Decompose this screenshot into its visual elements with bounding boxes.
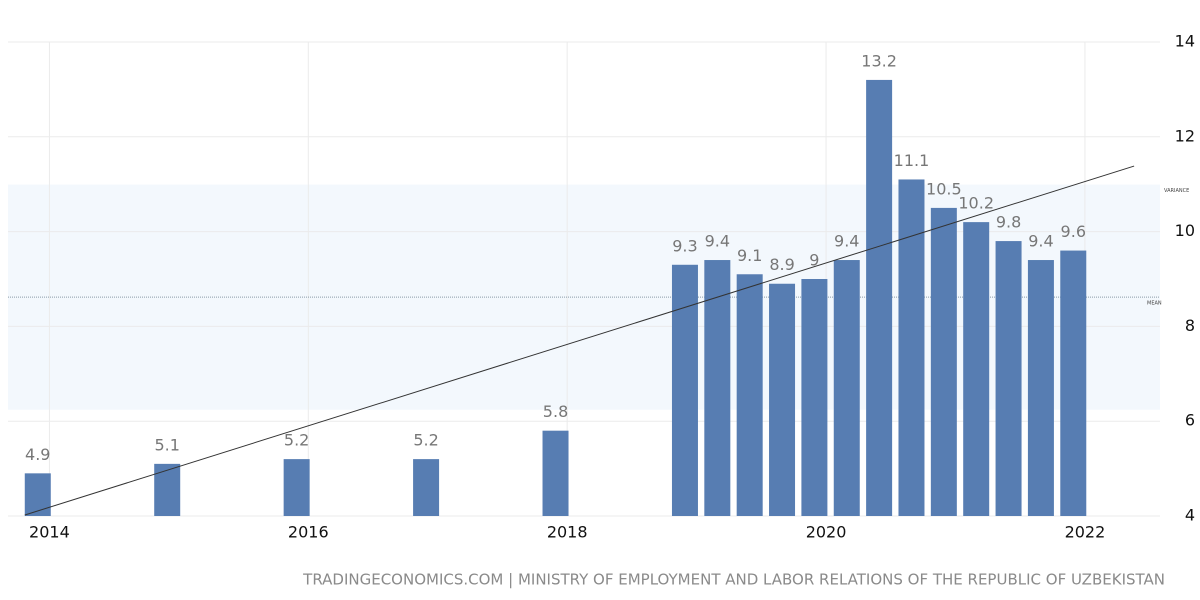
value-label: 5.1 — [154, 435, 179, 454]
value-label: 10.2 — [958, 194, 994, 213]
bar — [866, 79, 893, 517]
value-label: 9.6 — [1061, 222, 1086, 241]
bar — [283, 459, 310, 516]
value-label: 9.4 — [705, 232, 730, 251]
mean-label: MEAN — [1147, 301, 1162, 307]
bar — [413, 459, 440, 516]
source: TRADINGECONOMICS.COM | MINISTRY OF EMPLO… — [302, 571, 1165, 589]
bar — [24, 473, 51, 516]
y-tick-label: 12 — [1175, 126, 1195, 145]
x-tick-label: 2016 — [288, 523, 329, 542]
value-label: 9.3 — [672, 236, 697, 255]
bar — [154, 463, 181, 516]
x-tick-label: 2018 — [547, 523, 588, 542]
value-label: 9 — [809, 251, 819, 270]
value-label: 13.2 — [861, 51, 897, 70]
y-tick-label: 6 — [1185, 411, 1195, 430]
bar — [1060, 250, 1087, 516]
bar — [930, 207, 957, 516]
y-tick-label: 14 — [1175, 32, 1195, 51]
variance-label: VARIANCE — [1164, 188, 1189, 194]
bar — [704, 260, 731, 516]
y-tick-label: 8 — [1185, 316, 1195, 335]
value-label: 9.8 — [996, 213, 1021, 232]
x-tick-label: 2022 — [1065, 523, 1106, 542]
y-tick-label: 10 — [1175, 221, 1195, 240]
value-label: 11.1 — [894, 151, 930, 170]
x-tick-label: 2014 — [29, 523, 70, 542]
value-label: 10.5 — [926, 179, 962, 198]
bar — [995, 241, 1022, 516]
value-label: 5.2 — [413, 431, 438, 450]
bar — [898, 179, 925, 516]
bar — [769, 283, 796, 516]
bar — [542, 430, 569, 516]
trend-line — [24, 165, 1135, 516]
value-label: 5.2 — [284, 431, 309, 450]
bar — [1027, 260, 1054, 516]
y-tick-label: 4 — [1185, 506, 1195, 525]
bar — [671, 264, 698, 516]
value-label: 9.1 — [737, 246, 762, 265]
value-label: 8.9 — [769, 255, 794, 274]
bar — [833, 260, 860, 516]
bar — [963, 222, 990, 516]
x-tick-label: 2020 — [806, 523, 847, 542]
value-label: 4.9 — [25, 445, 50, 464]
bar — [736, 274, 763, 516]
value-label: 5.8 — [543, 402, 568, 421]
value-label: 9.4 — [834, 232, 859, 251]
bar — [801, 279, 828, 516]
value-label: 9.4 — [1028, 232, 1053, 251]
